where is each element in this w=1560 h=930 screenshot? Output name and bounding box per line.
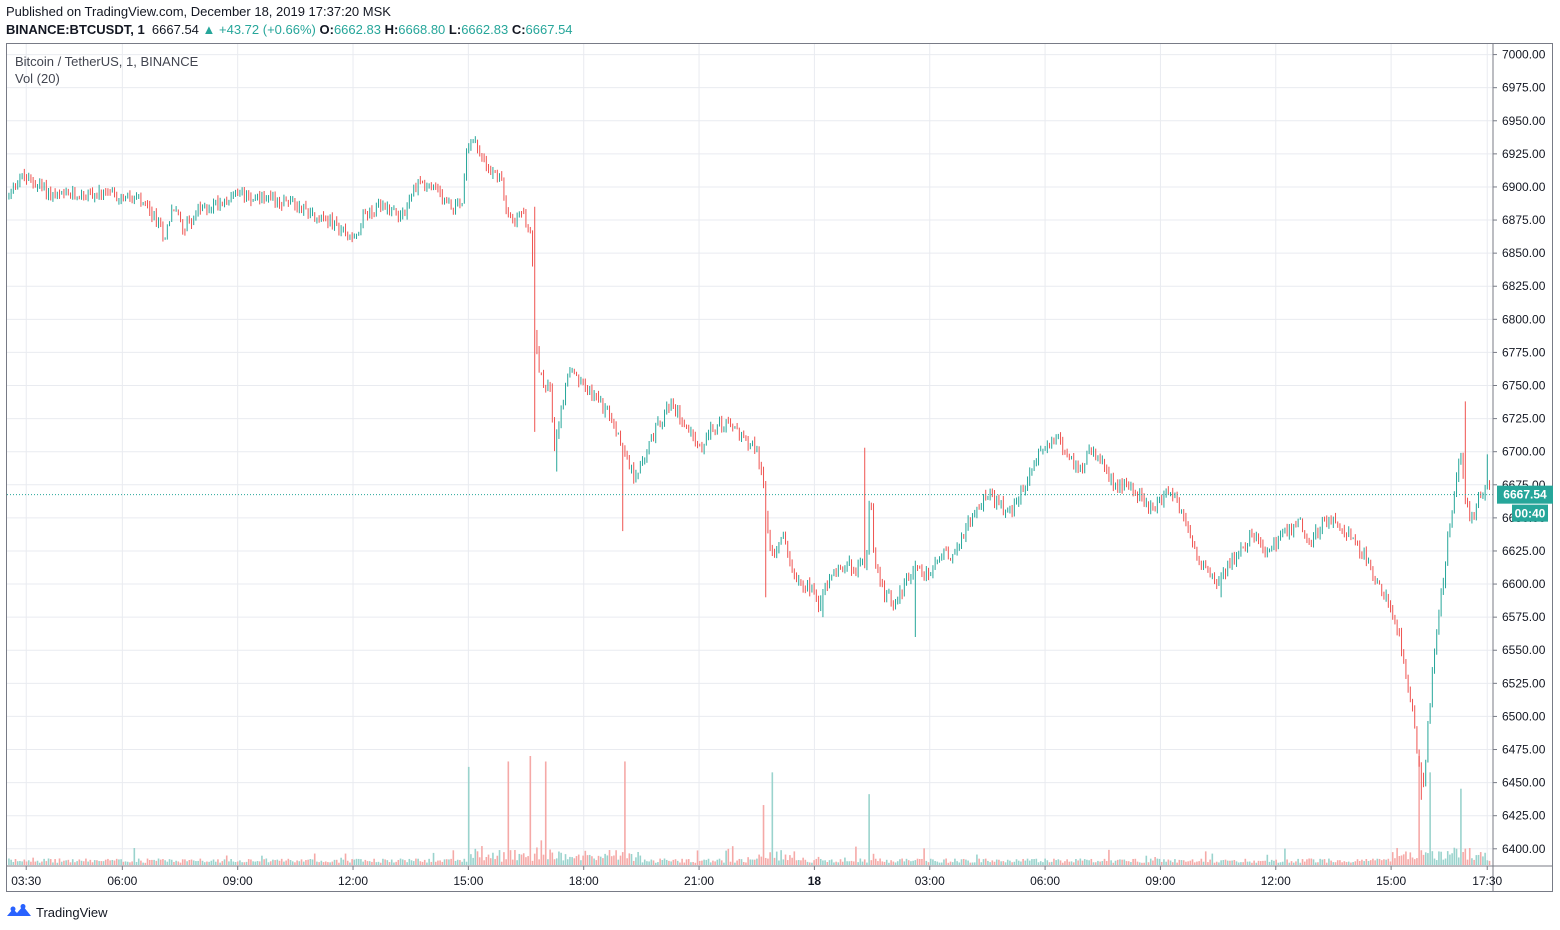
tradingview-brand: TradingView <box>36 904 108 920</box>
published-caption: Published on TradingView.com, December 1… <box>6 4 391 19</box>
x-tick-label: 18 <box>808 874 822 888</box>
tradingview-logo-icon <box>7 904 31 916</box>
low-value: 6662.83 <box>461 22 509 37</box>
x-tick-label: 15:00 <box>453 874 483 888</box>
tradingview-logo[interactable]: TradingView <box>6 902 108 922</box>
y-tick-label: 6925.00 <box>1502 147 1546 161</box>
y-tick-label: 6900.00 <box>1502 180 1546 194</box>
high-label: H: <box>384 22 399 37</box>
price-change: ▲ +43.72 (+0.66%) <box>202 22 316 37</box>
y-tick-label: 6775.00 <box>1502 345 1546 359</box>
y-tick-label: 6550.00 <box>1502 643 1546 657</box>
symbol-label: BINANCE:BTCUSDT, 1 <box>6 22 145 37</box>
last-price-tag <box>1497 485 1553 504</box>
y-tick-label: 6875.00 <box>1502 213 1546 227</box>
y-tick-label: 6800.00 <box>1502 312 1546 326</box>
x-tick-label: 17:30 <box>1472 874 1502 888</box>
price-axis: 7000.00 6975.00 6950.00 6925.00 6900.00 6875.… <box>1492 44 1546 891</box>
y-tick-label: 6850.00 <box>1502 246 1546 260</box>
y-tick-label: 6525.00 <box>1502 676 1546 690</box>
time-axis: 03:30 06:00 09:00 12:00 15:00 18:00 21:00 18 03:… <box>7 865 1553 888</box>
candles <box>8 136 1491 800</box>
y-tick-label: 6425.00 <box>1502 809 1546 823</box>
y-tick-label: 6975.00 <box>1502 81 1546 95</box>
chart-frame[interactable] <box>6 43 1553 892</box>
y-tick-label: 6725.00 <box>1502 412 1546 426</box>
y-tick-label: 6475.00 <box>1502 743 1546 757</box>
x-tick-label: 09:00 <box>223 874 253 888</box>
open-label: O: <box>319 22 334 37</box>
close-label: C: <box>511 22 526 37</box>
legend-volume[interactable]: Vol (20) <box>15 71 60 86</box>
y-tick-label: 6400.00 <box>1502 842 1546 856</box>
x-tick-label: 03:30 <box>11 874 41 888</box>
chart-grid <box>7 44 1493 866</box>
x-tick-label: 06:00 <box>1030 874 1060 888</box>
low-label: L: <box>448 22 462 37</box>
ohlc-readout: BINANCE:BTCUSDT, 1 6667.54 ▲ +43.72 (+0.… <box>6 22 573 37</box>
y-tick-label: 6600.00 <box>1502 577 1546 591</box>
x-tick-label: 03:00 <box>915 874 945 888</box>
y-tick-label: 6950.00 <box>1502 114 1546 128</box>
y-tick-label: 6825.00 <box>1502 279 1546 293</box>
price-labels: 6667.54 00:40 <box>1497 485 1553 522</box>
x-tick-label: 18:00 <box>569 874 599 888</box>
x-tick-label: 21:00 <box>684 874 714 888</box>
open-value: 6662.83 <box>333 22 381 37</box>
volume-bars <box>8 756 1491 865</box>
y-tick-label: 6700.00 <box>1502 445 1546 459</box>
last-price: 6667.54 <box>151 22 199 37</box>
last-price-tag-text: 6667.54 <box>1503 488 1547 502</box>
x-tick-label: 12:00 <box>1261 874 1291 888</box>
y-tick-label: 6625.00 <box>1502 544 1546 558</box>
x-tick-label: 09:00 <box>1145 874 1175 888</box>
y-tick-label: 6575.00 <box>1502 610 1546 624</box>
x-tick-label: 06:00 <box>107 874 137 888</box>
countdown-tag <box>1512 504 1548 522</box>
y-tick-label: 6750.00 <box>1502 379 1546 393</box>
high-value: 6668.80 <box>398 22 446 37</box>
y-tick-label: 6450.00 <box>1502 776 1546 790</box>
legend-title[interactable]: Bitcoin / TetherUS, 1, BINANCE <box>15 54 199 69</box>
close-value: 6667.54 <box>525 22 573 37</box>
x-tick-label: 15:00 <box>1376 874 1406 888</box>
x-tick-label: 12:00 <box>338 874 368 888</box>
y-tick-label: 6500.00 <box>1502 709 1546 723</box>
countdown-tag-text: 00:40 <box>1515 507 1546 521</box>
y-tick-label: 7000.00 <box>1502 48 1546 62</box>
